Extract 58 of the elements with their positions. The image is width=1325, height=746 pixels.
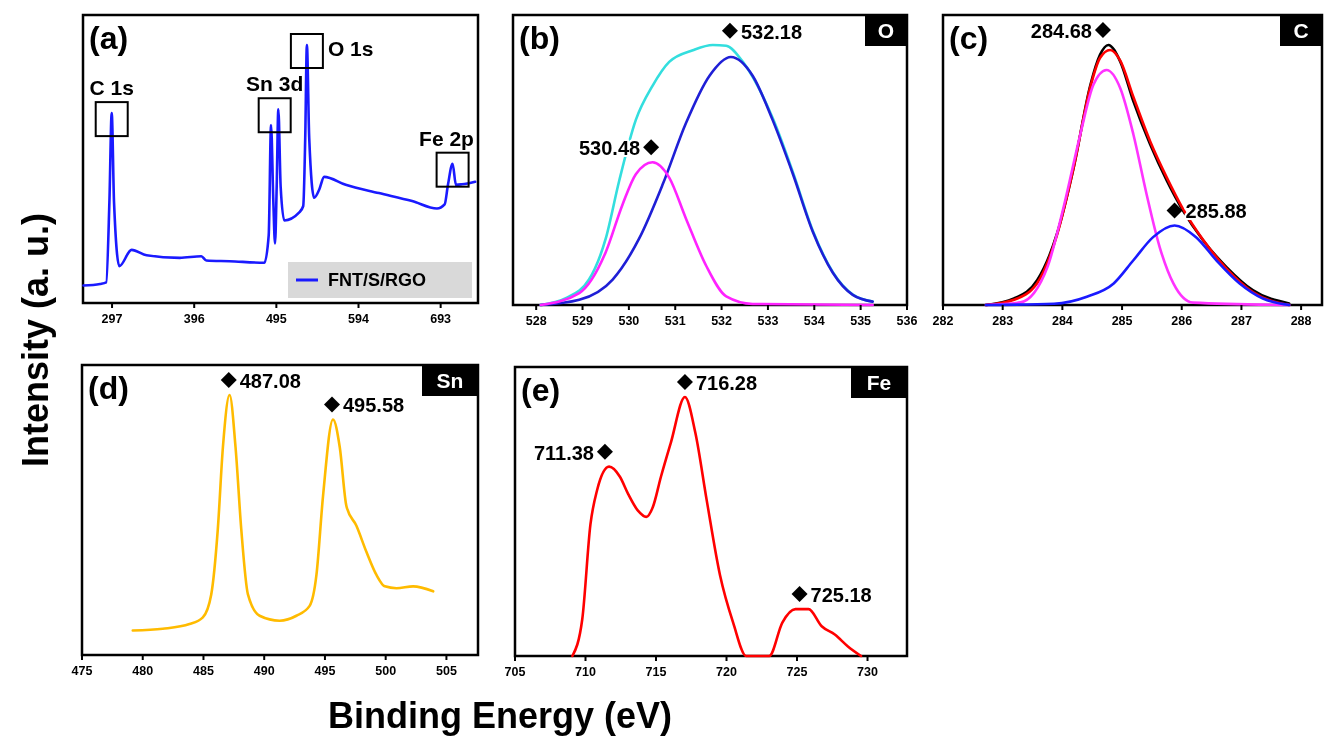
x-tick-label: 475: [71, 664, 93, 678]
x-tick-label: 720: [716, 665, 737, 679]
x-tick-label: 297: [101, 312, 123, 326]
annotation: O 1s: [327, 37, 374, 60]
text: Fe: [866, 371, 892, 394]
x-tick-label: 490: [253, 664, 275, 678]
annotation: Fe 2p: [419, 126, 474, 150]
x-tick-label: 287: [1231, 314, 1252, 328]
x-tick-label: 535: [850, 314, 872, 328]
annotation: C 1s: [89, 76, 134, 100]
annotation: Sn 3d: [246, 72, 304, 96]
annotation: 487.08: [239, 370, 301, 392]
x-tick-label: 500: [375, 664, 397, 678]
annotation: (b): [519, 20, 560, 56]
x-tick-label: 710: [575, 665, 596, 679]
annotation: 285.88: [1185, 200, 1247, 223]
text: O: [877, 19, 895, 42]
annotation: (e): [521, 372, 561, 408]
x-tick-label: 495: [265, 312, 287, 326]
x-tick-label: 705: [504, 665, 526, 679]
x-tick-label: 536: [896, 314, 918, 328]
y-axis-title: Intensity (a. u.): [15, 212, 56, 468]
annotation: (a): [89, 20, 129, 56]
annotation: 284.68: [1030, 20, 1092, 42]
annotation: 725.18: [810, 584, 872, 607]
x-tick-label: 284: [1051, 314, 1073, 328]
x-tick-label: 531: [664, 314, 686, 328]
x-tick-label: 730: [857, 665, 878, 679]
annotation: 716.28: [695, 372, 758, 394]
x-tick-label: 693: [430, 312, 452, 326]
x-tick-label: 715: [645, 665, 667, 679]
x-tick-label: 283: [992, 314, 1014, 328]
x-tick-label: 396: [183, 312, 205, 326]
text: Sn: [436, 369, 464, 392]
x-tick-label: 528: [525, 314, 547, 328]
x-tick-label: 532: [711, 314, 733, 328]
x-tick-label: 485: [193, 664, 214, 678]
annotation: (d): [88, 370, 129, 406]
x-axis-title: Binding Energy (eV): [327, 695, 673, 736]
x-tick-label: 594: [348, 312, 369, 326]
x-tick-label: 495: [314, 664, 336, 678]
x-tick-label: 533: [757, 314, 779, 328]
x-tick-label: 530: [618, 314, 640, 328]
annotation: 532.18: [740, 20, 803, 43]
x-tick-label: 286: [1171, 314, 1193, 328]
x-tick-label: 529: [572, 314, 593, 328]
x-tick-label: 725: [786, 665, 808, 679]
x-tick-label: 288: [1290, 314, 1312, 328]
x-tick-label: 480: [132, 664, 154, 678]
x-tick-label: 282: [932, 314, 954, 328]
annotation: 711.38: [533, 441, 594, 464]
x-tick-label: 285: [1111, 314, 1133, 328]
legend-label: FNT/S/RGO: [328, 270, 426, 290]
text: C: [1293, 19, 1309, 42]
annotation: (c): [949, 20, 989, 56]
x-tick-label: 534: [803, 314, 825, 328]
annotation: 495.58: [342, 394, 405, 417]
x-tick-label: 505: [435, 664, 457, 678]
